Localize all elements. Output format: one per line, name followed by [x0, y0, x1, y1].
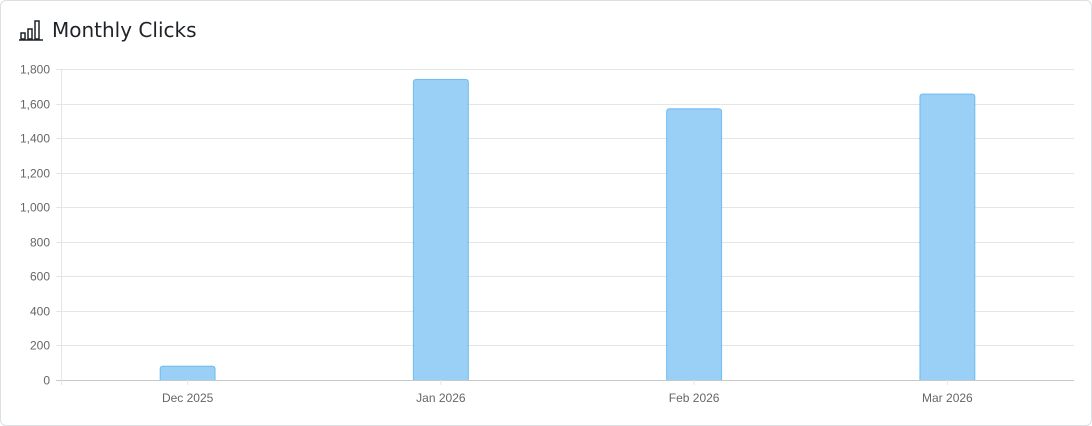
y-tick-label: 600 — [30, 270, 50, 284]
chart-title: Monthly Clicks — [52, 18, 197, 42]
y-tick-label: 1,600 — [20, 98, 50, 112]
bar — [666, 108, 723, 380]
chart-header: Monthly Clicks — [19, 18, 197, 42]
y-tick-label: 0 — [43, 374, 50, 388]
x-tick-label: Jan 2026 — [416, 391, 466, 405]
y-tick-label: 1,800 — [20, 63, 50, 77]
y-tick-label: 200 — [30, 339, 50, 353]
bar — [919, 93, 976, 380]
x-tick-label: Dec 2025 — [162, 391, 214, 405]
bar — [159, 365, 216, 380]
bar — [412, 78, 469, 380]
x-tick-label: Feb 2026 — [669, 391, 720, 405]
y-tick-label: 1,400 — [20, 132, 50, 146]
y-tick-label: 800 — [30, 236, 50, 250]
y-tick-label: 1,000 — [20, 201, 50, 215]
y-tick-label: 400 — [30, 305, 50, 319]
bar-chart-icon — [19, 20, 43, 41]
x-tick-label: Mar 2026 — [922, 391, 973, 405]
y-tick-label: 1,200 — [20, 167, 50, 181]
